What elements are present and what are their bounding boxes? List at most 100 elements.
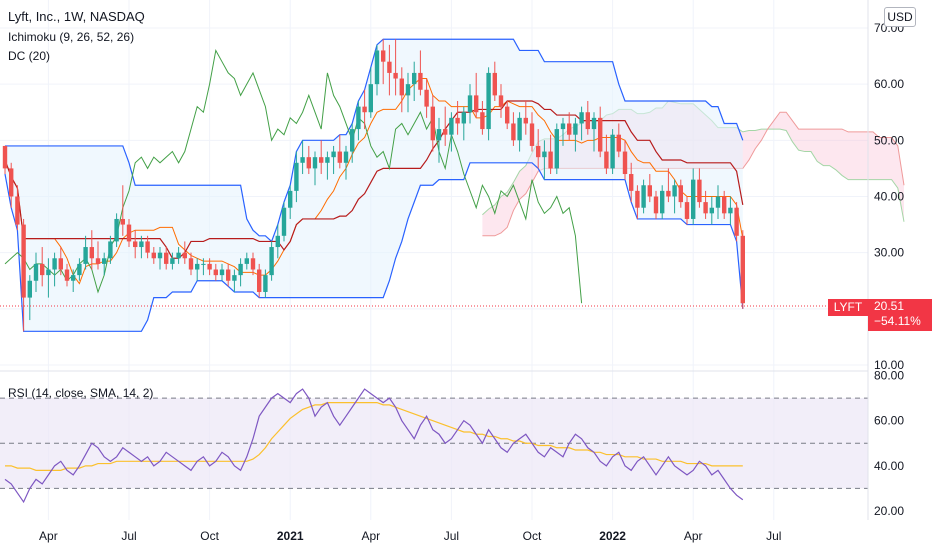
candle-body[interactable] <box>164 252 169 264</box>
candle-body[interactable] <box>71 275 76 281</box>
candle-body[interactable] <box>151 252 156 259</box>
candle-body[interactable] <box>678 185 683 203</box>
candle-body[interactable] <box>263 275 268 292</box>
candle-body[interactable] <box>734 207 739 236</box>
candle-body[interactable] <box>126 224 132 242</box>
candle-body[interactable] <box>449 117 454 135</box>
candle-body[interactable] <box>33 263 39 281</box>
candle-body[interactable] <box>89 247 94 259</box>
candle-body[interactable] <box>331 151 336 158</box>
candle-body[interactable] <box>201 263 206 265</box>
candle-body[interactable] <box>387 61 392 73</box>
candle-body[interactable] <box>232 275 237 281</box>
candle-body[interactable] <box>722 196 727 214</box>
candle-body[interactable] <box>319 157 324 163</box>
currency-button[interactable]: USD <box>884 7 916 27</box>
candle-body[interactable] <box>517 117 522 141</box>
candle-body[interactable] <box>728 207 733 214</box>
candle-body[interactable] <box>455 117 460 124</box>
candle-body[interactable] <box>102 258 107 264</box>
candle-body[interactable] <box>486 72 491 130</box>
candle-body[interactable] <box>660 190 665 214</box>
candle-body[interactable] <box>374 50 380 85</box>
rsi-line[interactable] <box>4 388 744 504</box>
ichimoku-legend[interactable]: Ichimoku (9, 26, 52, 26) <box>8 30 135 44</box>
candle-body[interactable] <box>554 129 559 169</box>
candle-body[interactable] <box>393 72 398 79</box>
candle-body[interactable] <box>548 151 553 169</box>
candle-body[interactable] <box>672 185 677 197</box>
candle-body[interactable] <box>474 95 479 113</box>
candle-body[interactable] <box>715 196 721 208</box>
candle-body[interactable] <box>399 78 404 96</box>
candle-body[interactable] <box>15 196 20 225</box>
candle-body[interactable] <box>653 196 659 214</box>
candle-body[interactable] <box>58 258 63 270</box>
candle-body[interactable] <box>523 117 528 124</box>
candle-body[interactable] <box>412 72 417 85</box>
candle-body[interactable] <box>244 258 249 264</box>
candle-body[interactable] <box>294 162 299 191</box>
candle-body[interactable] <box>21 224 26 298</box>
candle-body[interactable] <box>219 269 225 276</box>
candle-body[interactable] <box>133 241 138 248</box>
candle-body[interactable] <box>46 269 51 276</box>
candle-body[interactable] <box>288 190 293 208</box>
candle-body[interactable] <box>95 258 101 264</box>
candle-body[interactable] <box>585 112 590 130</box>
candle-body[interactable] <box>560 123 566 130</box>
candle-body[interactable] <box>511 123 516 141</box>
candle-body[interactable] <box>542 151 547 158</box>
candle-body[interactable] <box>492 72 497 96</box>
candle-body[interactable] <box>64 269 70 281</box>
candle-body[interactable] <box>641 185 646 208</box>
candle-body[interactable] <box>598 117 603 152</box>
candle-body[interactable] <box>145 241 150 253</box>
candle-body[interactable] <box>157 252 163 259</box>
candle-body[interactable] <box>250 258 256 270</box>
candle-body[interactable] <box>2 145 8 169</box>
candle-body[interactable] <box>381 50 386 62</box>
candle-body[interactable] <box>368 84 373 113</box>
candle-body[interactable] <box>684 202 690 219</box>
candle-body[interactable] <box>306 157 311 169</box>
candle-body[interactable] <box>325 157 330 163</box>
candle-body[interactable] <box>9 168 14 197</box>
candle-body[interactable] <box>182 252 187 259</box>
candle-body[interactable] <box>480 112 485 130</box>
candle-body[interactable] <box>188 258 194 270</box>
candle-body[interactable] <box>343 151 349 163</box>
candle-body[interactable] <box>424 89 429 107</box>
candle-body[interactable] <box>108 241 113 259</box>
candle-body[interactable] <box>27 280 32 298</box>
donchian-legend[interactable]: DC (20) <box>8 49 51 63</box>
candle-body[interactable] <box>467 95 473 113</box>
candle-body[interactable] <box>238 263 243 276</box>
candle-body[interactable] <box>418 72 423 90</box>
candle-body[interactable] <box>281 207 287 236</box>
candle-body[interactable] <box>443 129 448 135</box>
candle-body[interactable] <box>436 129 442 141</box>
candle-body[interactable] <box>362 106 367 113</box>
candle-body[interactable] <box>567 123 572 135</box>
candle-body[interactable] <box>709 207 714 214</box>
candle-body[interactable] <box>356 106 361 130</box>
candle-body[interactable] <box>635 190 640 208</box>
candle-body[interactable] <box>536 145 541 158</box>
candle-body[interactable] <box>269 247 274 276</box>
symbol-title[interactable]: Lyft, Inc., 1W, NASDAQ <box>8 9 145 24</box>
candle-body[interactable] <box>40 263 45 276</box>
candle-body[interactable] <box>573 123 578 135</box>
candle-body[interactable] <box>529 123 535 146</box>
candle-body[interactable] <box>405 84 411 96</box>
candle-body[interactable] <box>697 179 702 203</box>
candle-body[interactable] <box>350 129 355 152</box>
candle-body[interactable] <box>195 263 200 270</box>
candle-body[interactable] <box>691 179 696 219</box>
candle-body[interactable] <box>610 134 615 169</box>
candle-body[interactable] <box>312 157 318 169</box>
candle-body[interactable] <box>591 117 597 130</box>
candle-body[interactable] <box>300 157 305 163</box>
candle-body[interactable] <box>226 269 231 281</box>
